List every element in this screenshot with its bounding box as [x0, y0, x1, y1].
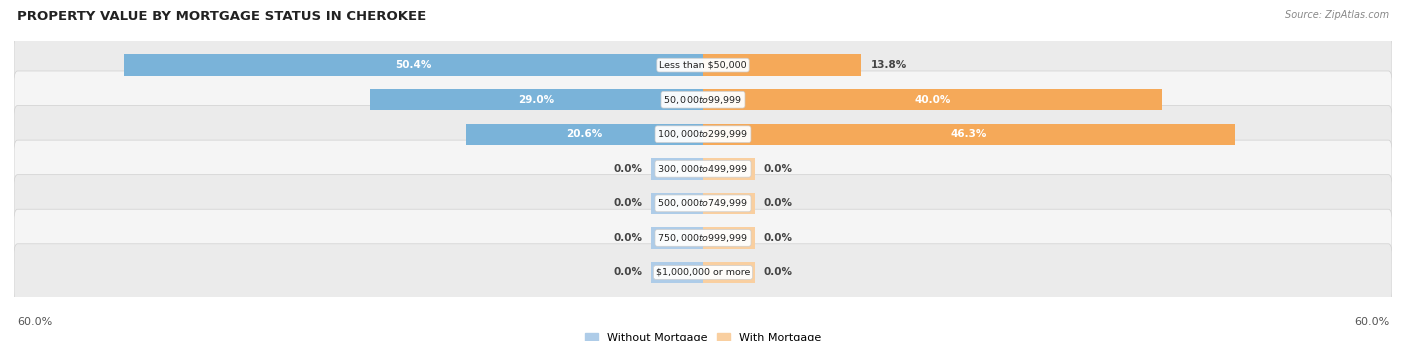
Bar: [370, 89, 703, 110]
Bar: [703, 158, 755, 179]
Text: $100,000 to $299,999: $100,000 to $299,999: [658, 128, 748, 140]
Bar: [703, 262, 755, 283]
Text: 60.0%: 60.0%: [1354, 317, 1389, 327]
FancyBboxPatch shape: [14, 175, 1392, 232]
Bar: [651, 227, 703, 249]
Text: 0.0%: 0.0%: [763, 233, 793, 243]
Bar: [467, 123, 703, 145]
FancyBboxPatch shape: [14, 140, 1392, 197]
Legend: Without Mortgage, With Mortgage: Without Mortgage, With Mortgage: [581, 328, 825, 341]
Text: 50.4%: 50.4%: [395, 60, 432, 70]
Text: Source: ZipAtlas.com: Source: ZipAtlas.com: [1285, 10, 1389, 20]
Text: 0.0%: 0.0%: [613, 267, 643, 278]
FancyBboxPatch shape: [14, 71, 1392, 128]
Text: 13.8%: 13.8%: [870, 60, 907, 70]
Bar: [703, 227, 755, 249]
FancyBboxPatch shape: [14, 209, 1392, 267]
Text: 0.0%: 0.0%: [613, 198, 643, 208]
Text: 0.0%: 0.0%: [763, 198, 793, 208]
FancyBboxPatch shape: [14, 36, 1392, 94]
Text: 0.0%: 0.0%: [613, 164, 643, 174]
Text: $50,000 to $99,999: $50,000 to $99,999: [664, 94, 742, 106]
Bar: [703, 123, 1234, 145]
Text: 60.0%: 60.0%: [17, 317, 52, 327]
Bar: [703, 55, 862, 76]
Text: 0.0%: 0.0%: [763, 164, 793, 174]
Bar: [703, 89, 1163, 110]
Text: 40.0%: 40.0%: [914, 95, 950, 105]
Bar: [703, 193, 755, 214]
Text: 29.0%: 29.0%: [519, 95, 554, 105]
Text: 20.6%: 20.6%: [567, 129, 603, 139]
Bar: [651, 193, 703, 214]
Text: 0.0%: 0.0%: [763, 267, 793, 278]
Text: Less than $50,000: Less than $50,000: [659, 61, 747, 70]
Text: PROPERTY VALUE BY MORTGAGE STATUS IN CHEROKEE: PROPERTY VALUE BY MORTGAGE STATUS IN CHE…: [17, 10, 426, 23]
Bar: [124, 55, 703, 76]
Text: 0.0%: 0.0%: [613, 233, 643, 243]
Text: $300,000 to $499,999: $300,000 to $499,999: [658, 163, 748, 175]
Text: $500,000 to $749,999: $500,000 to $749,999: [658, 197, 748, 209]
FancyBboxPatch shape: [14, 244, 1392, 301]
Text: $1,000,000 or more: $1,000,000 or more: [655, 268, 751, 277]
Bar: [651, 262, 703, 283]
Bar: [651, 158, 703, 179]
Text: 46.3%: 46.3%: [950, 129, 987, 139]
FancyBboxPatch shape: [14, 106, 1392, 163]
Text: $750,000 to $999,999: $750,000 to $999,999: [658, 232, 748, 244]
